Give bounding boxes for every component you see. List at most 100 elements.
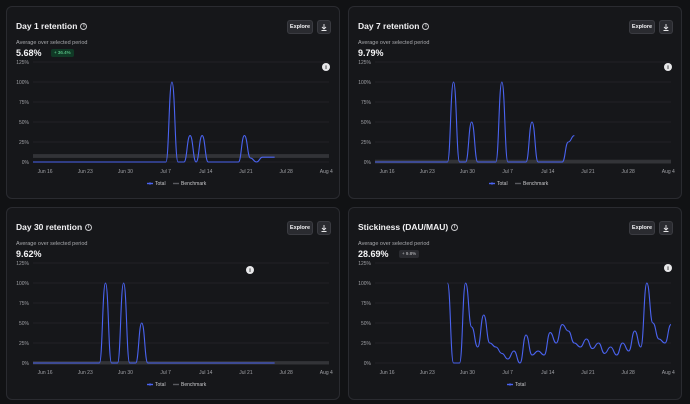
y-tick-label: 25% <box>19 341 30 347</box>
x-tick-label: Jun 16 <box>38 370 53 376</box>
x-tick-label: Jun 23 <box>78 370 93 376</box>
x-tick-label: Jul 14 <box>541 169 555 175</box>
card-subtitle: Average over selected period <box>16 241 88 247</box>
change-badge: + 36.4% <box>51 49 74 57</box>
legend-label-total: Total <box>155 382 166 388</box>
svg-text:i: i <box>325 65 327 71</box>
explore-button[interactable]: Explore <box>629 20 655 34</box>
info-icon[interactable]: i <box>451 223 459 231</box>
download-button[interactable] <box>317 221 331 235</box>
y-tick-label: 25% <box>361 140 372 146</box>
card-title: Day 7 retention i <box>358 21 430 31</box>
legend-label-benchmark: Benchmark <box>523 181 549 187</box>
explore-button[interactable]: Explore <box>287 221 313 235</box>
download-button[interactable] <box>659 20 673 34</box>
x-tick-label: Jul 28 <box>279 169 293 175</box>
stickiness-card: Stickiness (DAU/MAU) i Average over selec… <box>348 207 682 400</box>
legend-label-total: Total <box>497 181 508 187</box>
legend-label-benchmark: Benchmark <box>181 181 207 187</box>
x-tick-label: Jul 14 <box>199 370 213 376</box>
chart: 0% 25% 50% 75% 100% 125% Jun 16 Jun 23 Jun 30 Jul… <box>358 60 675 187</box>
series-line-total <box>33 282 275 364</box>
y-tick-label: 100% <box>16 80 29 86</box>
x-tick-label: Jul 28 <box>279 370 293 376</box>
x-tick-label: Jun 23 <box>420 169 435 175</box>
y-tick-label: 100% <box>16 281 29 287</box>
info-icon[interactable]: i <box>80 22 88 30</box>
x-tick-label: Aug 4 <box>662 169 675 175</box>
card-title: Day 1 retention i <box>16 21 88 31</box>
change-badge: + 9.8% <box>399 250 420 258</box>
info-icon[interactable]: i <box>422 22 430 30</box>
info-icon[interactable]: i <box>85 223 93 231</box>
series-line-total <box>375 81 575 163</box>
x-tick-label: Jun 30 <box>460 370 475 376</box>
legend-label-benchmark: Benchmark <box>181 382 207 388</box>
day7-retention-card: Day 7 retention i Average over selected p… <box>348 6 682 199</box>
explore-button[interactable]: Explore <box>287 20 313 34</box>
x-tick-label: Aug 4 <box>662 370 675 376</box>
x-tick-label: Jun 30 <box>118 169 133 175</box>
day1-retention-card: Day 1 retention i Average over selected p… <box>6 6 340 199</box>
x-tick-label: Jul 21 <box>581 370 595 376</box>
legend-label-total: Total <box>515 382 526 388</box>
x-tick-label: Jul 7 <box>160 370 171 376</box>
chart-info-icon: i <box>664 264 672 272</box>
x-tick-label: Jul 21 <box>239 370 253 376</box>
y-tick-label: 100% <box>358 281 371 287</box>
x-tick-label: Jul 28 <box>621 370 635 376</box>
y-tick-label: 25% <box>361 341 372 347</box>
card-title: Day 30 retention i <box>16 222 93 232</box>
x-tick-label: Aug 4 <box>320 169 333 175</box>
download-button[interactable] <box>317 20 331 34</box>
chart-info-icon: i <box>322 63 330 71</box>
y-tick-label: 75% <box>19 100 30 106</box>
y-tick-label: 75% <box>361 100 372 106</box>
y-tick-label: 0% <box>364 160 372 166</box>
y-tick-label: 100% <box>358 80 371 86</box>
y-tick-label: 75% <box>19 301 30 307</box>
y-tick-label: 125% <box>358 261 371 267</box>
x-tick-label: Jun 16 <box>380 169 395 175</box>
legend-label-total: Total <box>155 181 166 187</box>
x-tick-label: Jul 14 <box>541 370 555 376</box>
x-tick-label: Jun 30 <box>118 370 133 376</box>
card-title: Stickiness (DAU/MAU) i <box>358 222 459 232</box>
y-tick-label: 50% <box>361 120 372 126</box>
y-tick-label: 50% <box>19 120 30 126</box>
y-tick-label: 125% <box>16 60 29 66</box>
series-line-total <box>446 282 672 364</box>
x-tick-label: Jul 7 <box>502 169 513 175</box>
svg-text:i: i <box>249 268 251 274</box>
benchmark-band <box>33 154 329 158</box>
x-tick-label: Jun 30 <box>460 169 475 175</box>
x-tick-label: Jul 21 <box>239 169 253 175</box>
metric-value: 9.62% <box>16 249 42 259</box>
y-tick-label: 0% <box>22 361 30 367</box>
y-tick-label: 75% <box>361 301 372 307</box>
y-tick-label: 50% <box>19 321 30 327</box>
metric-value: 5.68% <box>16 48 42 58</box>
x-tick-label: Aug 4 <box>320 370 333 376</box>
y-tick-label: 125% <box>358 60 371 66</box>
explore-button[interactable]: Explore <box>629 221 655 235</box>
y-tick-label: 0% <box>364 361 372 367</box>
metric-value: 9.79% <box>358 48 384 58</box>
card-subtitle: Average over selected period <box>16 40 88 46</box>
download-icon <box>663 225 669 232</box>
y-tick-label: 125% <box>16 261 29 267</box>
x-tick-label: Jun 23 <box>420 370 435 376</box>
chart-info-icon: i <box>664 63 672 71</box>
metric-value: 28.69% <box>358 249 389 259</box>
x-tick-label: Jul 7 <box>502 370 513 376</box>
day30-retention-card: Day 30 retention i Average over selected … <box>6 207 340 400</box>
download-button[interactable] <box>659 221 673 235</box>
x-tick-label: Jun 16 <box>380 370 395 376</box>
y-tick-label: 50% <box>361 321 372 327</box>
chart-info-icon: i <box>246 266 254 274</box>
chart: 0% 25% 50% 75% 100% 125% Jun 16 Jun 23 Jun 30 Jul… <box>358 261 675 388</box>
chart: 0% 25% 50% 75% 100% 125% Jun 16 Jun 23 Jun 30 Jul… <box>16 261 333 388</box>
x-tick-label: Jul 28 <box>621 169 635 175</box>
x-tick-label: Jul 14 <box>199 169 213 175</box>
chart: 0% 25% 50% 75% 100% 125% Jun 16 Jun 23 Jun 30 Jul… <box>16 60 333 187</box>
